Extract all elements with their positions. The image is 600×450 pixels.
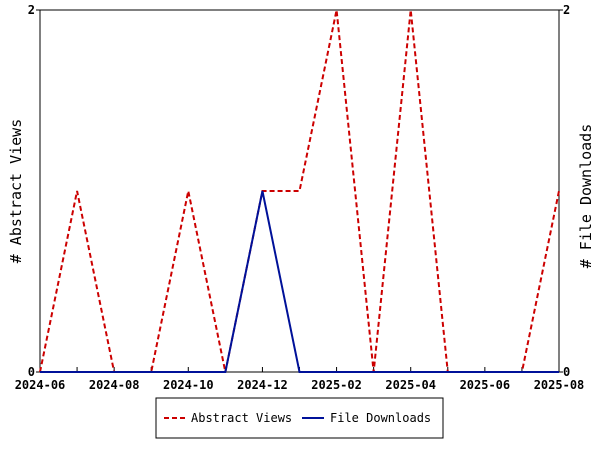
right-axis-title: # File Downloads [577, 124, 595, 269]
series-layer [39, 9, 560, 373]
right-y-tick-label: 2 [563, 3, 570, 17]
x-tick-label: 2024-08 [89, 378, 140, 392]
x-tick-label: 2025-08 [534, 378, 585, 392]
right-y-tick-label: 0 [563, 365, 570, 379]
plot-area [39, 9, 560, 373]
x-tick-label: 2024-10 [163, 378, 214, 392]
legend-box [155, 397, 444, 439]
y-axes: 0 2 0 2 [28, 3, 570, 379]
x-tick-label: 2025-04 [385, 378, 436, 392]
legend-label-file-downloads: File Downloads [330, 411, 431, 425]
x-tick-label: 2024-12 [237, 378, 288, 392]
series-line-file-downloads [40, 190, 559, 373]
x-axis: 2024-06 2024-08 2024-10 2024-12 2025-02 2025-… [15, 367, 585, 392]
left-y-tick-label: 2 [28, 3, 35, 17]
left-y-tick-label: 0 [28, 365, 35, 379]
legend: Abstract Views File Downloads [155, 397, 444, 439]
x-tick-label: 2024-06 [15, 378, 66, 392]
legend-label-abstract-views: Abstract Views [191, 411, 292, 425]
x-tick-label: 2025-02 [311, 378, 362, 392]
x-tick-label: 2025-06 [460, 378, 511, 392]
left-axis-title: # Abstract Views [7, 119, 25, 264]
